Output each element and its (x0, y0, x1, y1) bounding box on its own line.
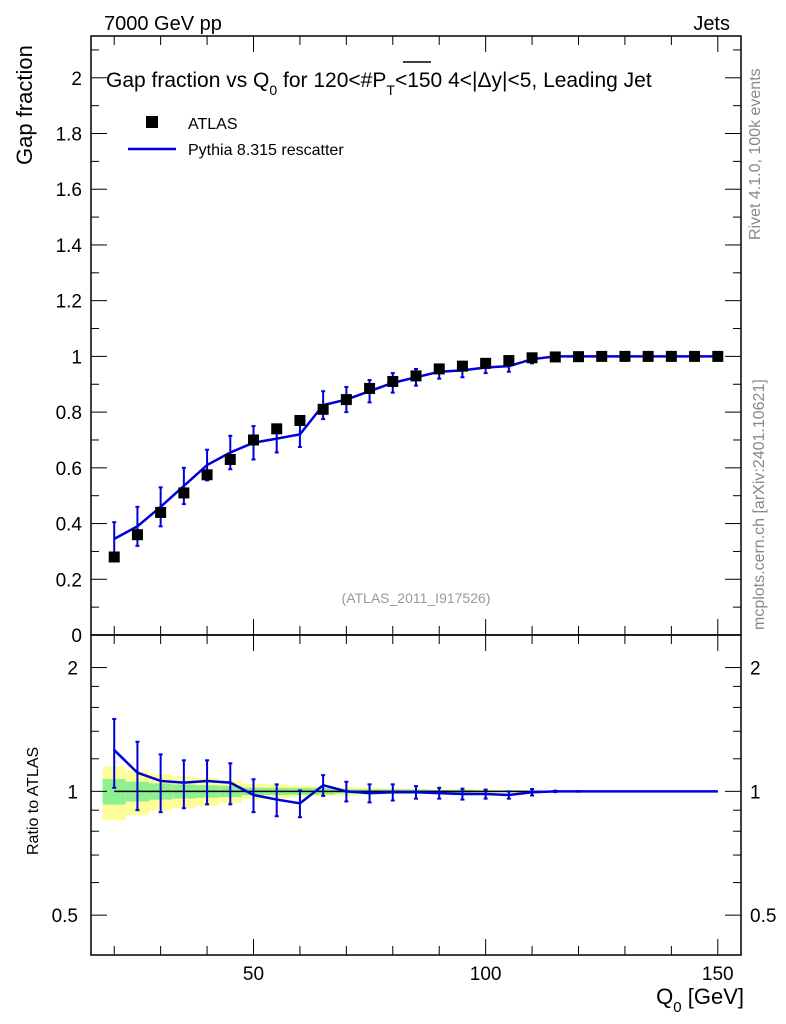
y-tick-label: 0.4 (56, 515, 83, 536)
y-tick-label: 1.8 (56, 125, 82, 146)
data-point (178, 487, 190, 499)
data-point (456, 360, 468, 372)
x-tick-label: 100 (470, 964, 502, 985)
y-tick-label: 1.4 (56, 236, 83, 257)
data-point (549, 351, 561, 363)
ratio-band-stat (102, 779, 126, 805)
data-point (317, 403, 329, 415)
legend-data-label: ATLAS (188, 116, 238, 133)
legend: ATLAS Pythia 8.315 rescatter (128, 116, 344, 159)
data-point (712, 350, 724, 362)
y-tick-label: 1.2 (56, 292, 82, 313)
rivet-version-label: Rivet 4.1.0, 100k events (747, 68, 764, 240)
ratio-panel-frame (90, 634, 742, 956)
data-points (108, 350, 724, 563)
ratio-series (112, 717, 718, 819)
ratio-y-tick-label-right: 0.5 (750, 906, 776, 927)
data-point (689, 350, 701, 362)
y-tick-label: 0.8 (56, 403, 82, 424)
legend-mc-label: Pythia 8.315 rescatter (188, 142, 344, 159)
y-axis-label: Gap fraction (12, 45, 37, 165)
mcplots-label: mcplots.cern.ch [arXiv:2401.10621] (751, 379, 768, 630)
data-point (619, 350, 631, 362)
data-point (294, 414, 306, 426)
ratio-y-tick-label: 2 (67, 659, 78, 680)
data-point (364, 382, 376, 394)
y-tick-label: 1.6 (56, 180, 82, 201)
y-tick-label: 0.6 (56, 459, 82, 480)
data-point (410, 370, 422, 382)
data-point (155, 506, 167, 518)
y-tick-label: 0 (71, 626, 82, 647)
data-point (201, 469, 213, 481)
data-point (248, 434, 259, 446)
data-point (503, 355, 515, 367)
process-label: Jets (693, 13, 730, 35)
tick-labels: 50 100 150 0 0.2 0.4 0.6 0.8 1 1.2 1.4 1.6 1.8 2 0.5 0.… (52, 69, 777, 985)
data-point (526, 352, 538, 364)
title-pbar: P (372, 69, 386, 92)
data-point (224, 453, 236, 465)
data-point (433, 363, 445, 375)
data-point (340, 394, 352, 406)
analysis-id-label: (ATLAS_2011_I917526) (342, 590, 491, 606)
data-point (387, 375, 399, 387)
plot-title: Gap fraction vs Q0 for 120<#PT<150 4<|Δy… (106, 69, 652, 98)
y-tick-label: 2 (71, 69, 82, 90)
y-tick-label: 1 (71, 347, 82, 368)
mc-error-bars (112, 354, 581, 557)
beam-label: 7000 GeV pp (104, 13, 222, 35)
data-point (131, 529, 143, 541)
data-point (642, 350, 654, 362)
ratio-y-axis-label: Ratio to ATLAS (25, 747, 42, 855)
data-point (480, 357, 492, 369)
data-point (271, 423, 283, 435)
ratio-y-tick-label-right: 2 (750, 659, 761, 680)
legend-data-marker (146, 116, 158, 128)
data-point (665, 350, 677, 362)
data-point (108, 551, 120, 563)
x-tick-label: 50 (243, 964, 264, 985)
ratio-y-tick-label: 1 (67, 782, 78, 803)
ratio-y-tick-label: 0.5 (52, 906, 78, 927)
ratio-y-tick-label-right: 1 (750, 782, 761, 803)
y-tick-label: 0.2 (56, 570, 82, 591)
data-point (596, 350, 608, 362)
axes (90, 35, 742, 956)
x-axis-label: Q0 [GeV] (656, 984, 744, 1016)
data-point (573, 351, 584, 363)
x-tick-label: 150 (702, 964, 734, 985)
